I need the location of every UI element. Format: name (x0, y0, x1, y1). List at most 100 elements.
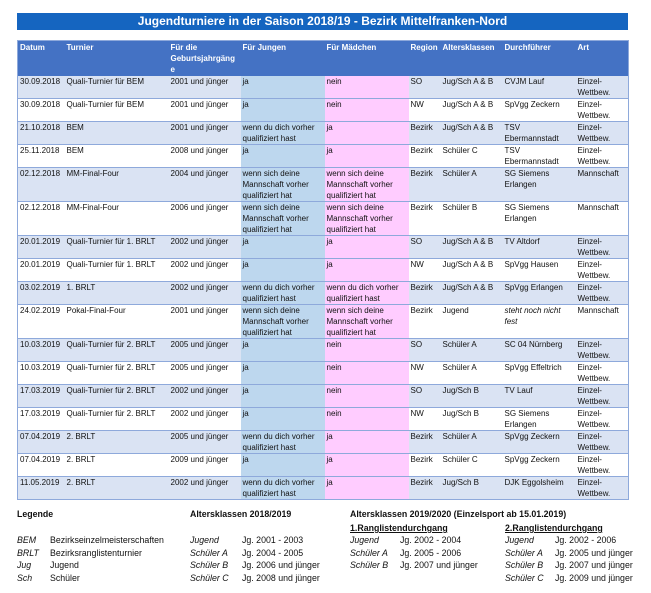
ak2019-d2-value: Jg. 2005 und jünger (555, 547, 633, 558)
table-cell: ja (324, 453, 409, 477)
table-cell: 1. BRLT (64, 281, 169, 305)
ak2018-value: Jg. 2004 - 2005 (242, 547, 304, 558)
table-cell: Einzel-Wettbew. (575, 384, 629, 408)
ak2019-d1-key: Schüler B (350, 560, 389, 570)
ak2018-key: Schüler A (190, 547, 228, 558)
table-row: 02.12.2018 MM-Final-Four 2004 und jünger we… (17, 167, 629, 202)
table-cell: 20.01.2019 (17, 258, 65, 282)
table-cell: Jug/Sch B (440, 476, 503, 500)
table-cell: Einzel-Wettbew. (575, 121, 629, 145)
table-cell: 03.02.2019 (17, 281, 65, 305)
table-cell: Schüler A (440, 167, 503, 202)
table-cell: Quali-Turnier für BEM (64, 76, 169, 99)
table-cell: TV Altdorf (502, 235, 576, 259)
table-cell: Mannschaft (575, 201, 629, 236)
table-row: 21.10.2018 BEM 2001 und jünger wenn du dich… (17, 121, 629, 145)
table-cell: ja (240, 407, 325, 431)
table-cell: 2001 und jünger (168, 121, 241, 145)
table-cell: Schüler A (440, 338, 503, 362)
table-cell: Quali-Turnier für 2. BRLT (64, 338, 169, 362)
table-row: 11.05.2019 2. BRLT 2002 und jünger wenn du … (17, 476, 629, 500)
table-cell: ja (324, 430, 409, 454)
table-row: 25.11.2018 BEM 2008 und jünger ja ja Bezirk Sc… (17, 144, 629, 168)
table-cell: SpVgg Zeckern (502, 453, 576, 477)
table-cell: 17.03.2019 (17, 407, 65, 431)
table-cell: Pokal-Final-Four (64, 304, 169, 339)
table-cell: BEM (64, 144, 169, 168)
table-cell: Einzel-Wettbew. (575, 144, 629, 168)
table-cell: Einzel-Wettbew. (575, 281, 629, 305)
table-cell: ja (240, 361, 325, 385)
table-cell: Jugend (440, 304, 503, 339)
table-cell: Einzel-Wettbew. (575, 258, 629, 282)
column-header: Für Mädchen (324, 40, 409, 76)
table-row: 30.09.2018 Quali-Turnier für BEM 2001 und … (17, 76, 629, 99)
table-cell: 25.11.2018 (17, 144, 65, 168)
table-cell: Einzel-Wettbew. (575, 430, 629, 454)
ak2019-d2-value: Jg. 2002 - 2006 (555, 535, 617, 545)
ak2019-d1-value: Jg. 2002 - 2004 (400, 535, 462, 545)
table-cell: wenn sich deine Mannschaft vorher qualif… (324, 304, 409, 339)
table-cell: Jug/Sch A & B (440, 98, 503, 122)
table-cell: wenn du dich vorher qualifiziert hast (240, 430, 325, 454)
table-cell: steht noch nicht fest (502, 304, 576, 339)
altersklassen-2019-title: Altersklassen 2019/2020 (Einzelsport ab … (350, 509, 567, 519)
table-cell: 2005 und jünger (168, 361, 241, 385)
table-cell: Bezirk (408, 201, 441, 236)
table-cell: Bezirk (408, 476, 441, 500)
ak2018-value: Jg. 2006 und jünger (242, 560, 320, 570)
table-cell: 2. BRLT (64, 430, 169, 454)
durchgang-1-title: 1.Ranglistendurchgang (350, 523, 448, 533)
table-row: 20.01.2019 Quali-Turnier für 1. BRLT 2002 … (17, 235, 629, 259)
table-cell: Schüler A (440, 361, 503, 385)
table-row: 17.03.2019 Quali-Turnier für 2. BRLT 2002 … (17, 407, 629, 431)
table-cell: Bezirk (408, 453, 441, 477)
table-cell: ja (324, 235, 409, 259)
table-cell: wenn sich deine Mannschaft vorher qualif… (324, 167, 409, 202)
table-cell: NW (408, 361, 441, 385)
durchgang-2-title: 2.Ranglistendurchgang (505, 523, 603, 533)
table-cell: Mannschaft (575, 304, 629, 339)
column-header: Für die Geburtsjahrgänge (168, 40, 241, 76)
table-cell: SG Siemens Erlangen (502, 201, 576, 236)
table-cell: 17.03.2019 (17, 384, 65, 408)
table-cell: wenn sich deine Mannschaft vorher qualif… (240, 167, 325, 202)
table-cell: Einzel-Wettbew. (575, 338, 629, 362)
table-cell: TV Lauf (502, 384, 576, 408)
legend-title: Legende (17, 509, 54, 519)
table-cell: Einzel-Wettbew. (575, 476, 629, 500)
table-cell: ja (240, 235, 325, 259)
tournament-table: Datum Turnier Für die Geburtsjahrgänge Für … (17, 40, 629, 500)
table-cell: 2. BRLT (64, 476, 169, 500)
table-cell: Bezirk (408, 304, 441, 339)
table-cell: nein (324, 384, 409, 408)
table-cell: Einzel-Wettbew. (575, 361, 629, 385)
table-cell: BEM (64, 121, 169, 145)
table-cell: NW (408, 98, 441, 122)
table-cell: MM-Final-Four (64, 167, 169, 202)
column-header: Region (408, 40, 441, 76)
table-cell: 11.05.2019 (17, 476, 65, 500)
table-cell: ja (240, 98, 325, 122)
ak2019-d2-value: Jg. 2007 und jünger (555, 560, 633, 570)
table-cell: Jug/Sch B (440, 407, 503, 431)
altersklassen-2018-title: Altersklassen 2018/2019 (190, 509, 292, 519)
table-cell: ja (324, 121, 409, 145)
table-cell: SG Siemens Erlangen (502, 407, 576, 431)
table-cell: 2002 und jünger (168, 384, 241, 408)
table-cell: 30.09.2018 (17, 76, 65, 99)
table-row: 30.09.2018 Quali-Turnier für BEM 2001 und … (17, 98, 629, 122)
table-cell: SpVgg Zeckern (502, 98, 576, 122)
ak2019-d1-key: Schüler A (350, 547, 388, 558)
table-cell: Quali-Turnier für 1. BRLT (64, 235, 169, 259)
table-cell: CVJM Lauf (502, 76, 576, 99)
table-cell: 02.12.2018 (17, 167, 65, 202)
column-header: Altersklassen (440, 40, 503, 76)
table-cell: 2002 und jünger (168, 407, 241, 431)
column-header: Datum (17, 40, 65, 76)
table-cell: SpVgg Effeltrich (502, 361, 576, 385)
legend-key: Jug (17, 560, 32, 570)
table-cell: Jug/Sch B (440, 384, 503, 408)
table-cell: nein (324, 98, 409, 122)
table-cell: 10.03.2019 (17, 338, 65, 362)
